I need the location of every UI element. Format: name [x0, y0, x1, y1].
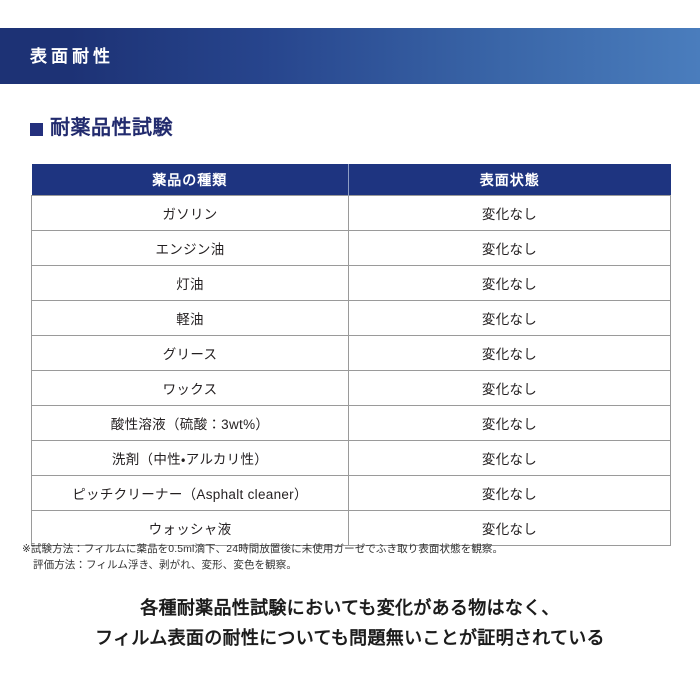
cell-chemical: ピッチクリーナー（Asphalt cleaner） [31, 475, 349, 511]
cell-surface-state: 変化なし [348, 195, 671, 231]
table-row: グリース 変化なし [31, 335, 671, 371]
column-header-state: 表面状態 [348, 164, 671, 196]
page-header-banner: 表面耐性 [0, 28, 700, 84]
table-row: 軽油 変化なし [31, 300, 671, 336]
table-row: エンジン油 変化なし [31, 230, 671, 266]
table-row: 酸性溶液（硫酸：3wt%） 変化なし [31, 405, 671, 441]
cell-chemical: エンジン油 [31, 230, 349, 266]
note-test-method: ※試験方法：フィルムに薬品を0.5ml滴下、24時間放置後に未使用ガーゼでふき取… [22, 543, 504, 555]
table-row: ウォッシャ液 変化なし [31, 510, 671, 546]
column-header-chemical: 薬品の種類 [31, 164, 349, 196]
cell-surface-state: 変化なし [348, 300, 671, 336]
cell-surface-state: 変化なし [348, 265, 671, 301]
section-heading: 耐薬品性試験 [30, 118, 173, 138]
cell-surface-state: 変化なし [348, 335, 671, 371]
conclusion-line-1: 各種耐薬品性試験においても変化がある物はなく、 [140, 598, 560, 618]
cell-chemical: ガソリン [31, 195, 349, 231]
cell-surface-state: 変化なし [348, 475, 671, 511]
cell-surface-state: 変化なし [348, 510, 671, 546]
cell-surface-state: 変化なし [348, 440, 671, 476]
table-row: ワックス 変化なし [31, 370, 671, 406]
table-row: ガソリン 変化なし [31, 195, 671, 231]
table-header-row: 薬品の種類 表面状態 [31, 164, 671, 196]
cell-chemical: ワックス [31, 370, 349, 406]
test-method-notes: ※試験方法：フィルムに薬品を0.5ml滴下、24時間放置後に未使用ガーゼでふき取… [22, 541, 503, 574]
page-title: 表面耐性 [30, 46, 114, 66]
section-title: 耐薬品性試験 [50, 117, 173, 139]
table-row: 洗剤（中性・アルカリ性） 変化なし [31, 440, 671, 476]
cell-surface-state: 変化なし [348, 370, 671, 406]
chemical-resistance-table: 薬品の種類 表面状態 ガソリン 変化なし エンジン油 変化なし 灯油 変化なし 軽油 変化なし… [31, 164, 671, 546]
cell-surface-state: 変化なし [348, 405, 671, 441]
cell-chemical: 酸性溶液（硫酸：3wt%） [31, 405, 349, 441]
table-row: 灯油 変化なし [31, 265, 671, 301]
table-body: ガソリン 変化なし エンジン油 変化なし 灯油 変化なし 軽油 変化なし グリース 変化なし ワック… [31, 195, 671, 546]
cell-chemical: 軽油 [31, 300, 349, 336]
cell-surface-state: 変化なし [348, 230, 671, 266]
cell-chemical: グリース [31, 335, 349, 371]
note-evaluation-method: 評価方法：フィルム浮き、剥がれ、変形、変色を観察。 [33, 559, 297, 572]
table-row: ピッチクリーナー（Asphalt cleaner） 変化なし [31, 475, 671, 511]
conclusion-line-2: フィルム表面の耐性についても問題無いことが証明されている [95, 627, 605, 648]
cell-chemical: 洗剤（中性・アルカリ性） [31, 440, 349, 476]
conclusion-text: 各種耐薬品性試験においても変化がある物はなく、 フィルム表面の耐性についても問題… [0, 594, 700, 653]
square-bullet-icon [30, 122, 43, 136]
table-header: 薬品の種類 表面状態 [31, 164, 671, 196]
cell-chemical: ウォッシャ液 [31, 510, 349, 546]
cell-chemical: 灯油 [31, 265, 349, 301]
